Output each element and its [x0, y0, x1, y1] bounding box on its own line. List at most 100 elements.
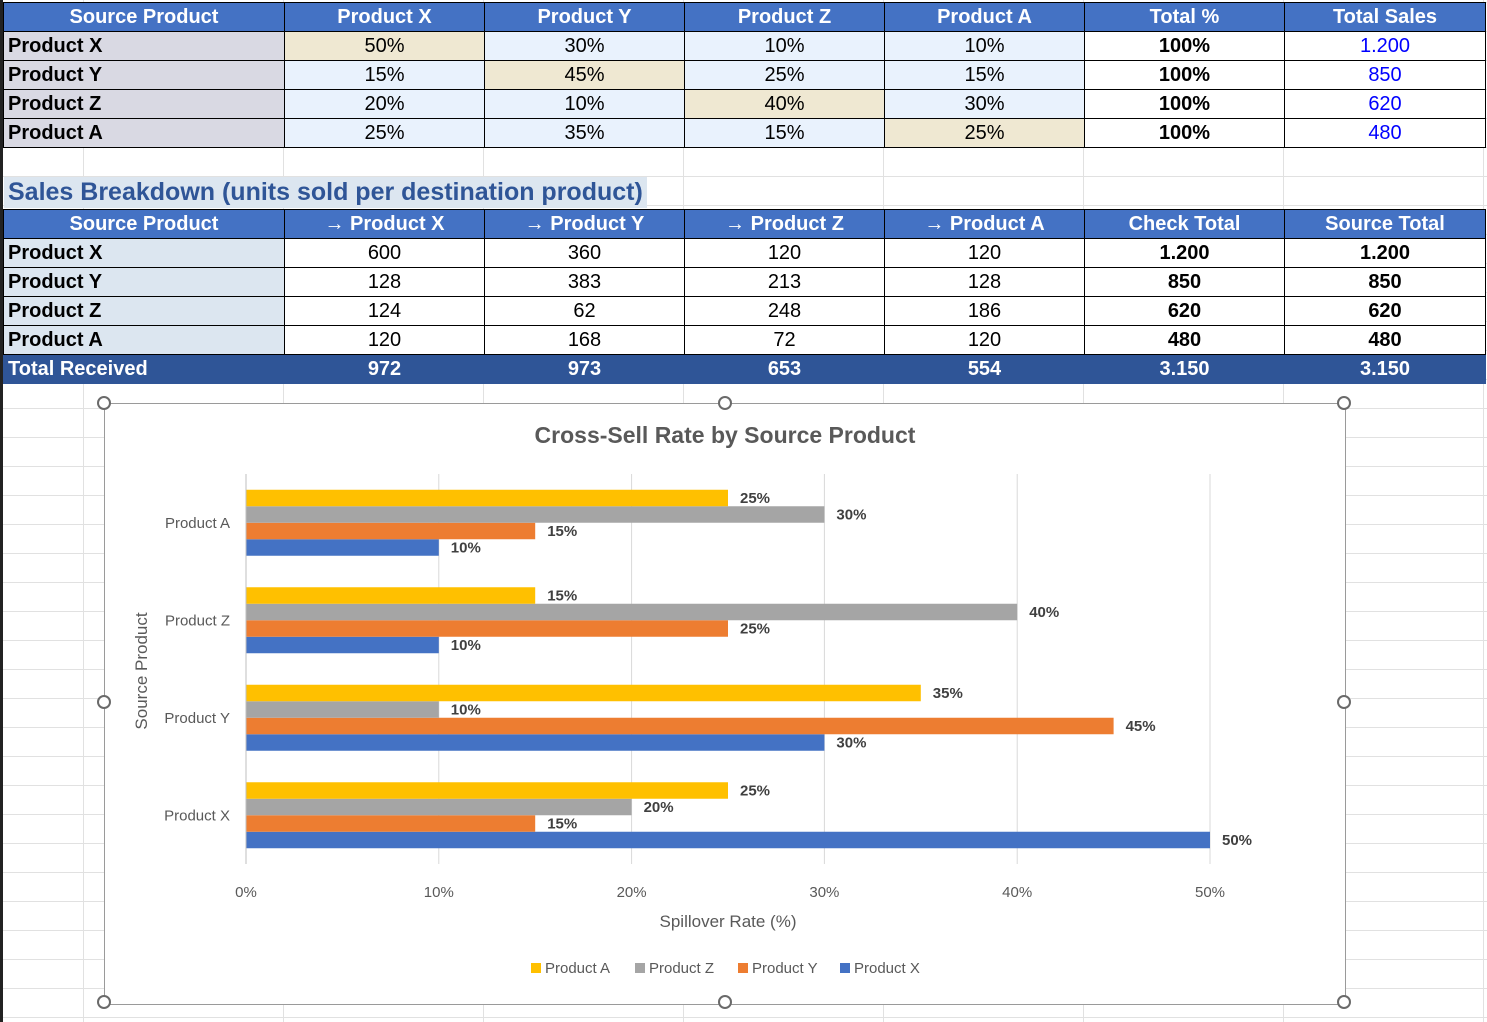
data-label: 15% [547, 816, 577, 833]
header-cell[interactable]: Source Total [1284, 209, 1486, 239]
units-cell[interactable]: 120 [684, 238, 885, 268]
resize-handle-top-left[interactable] [97, 396, 111, 410]
source-total-cell[interactable]: 850 [1284, 267, 1486, 297]
rate-cell[interactable]: 40% [684, 89, 885, 119]
row-label-cell[interactable]: Product X [3, 31, 285, 61]
check-total-cell[interactable]: 1.200 [1084, 238, 1285, 268]
row-label-cell[interactable]: Product Y [3, 60, 285, 90]
rate-cell[interactable]: 15% [284, 60, 485, 90]
source-total-cell[interactable]: 1.200 [1284, 238, 1486, 268]
units-cell[interactable]: 120 [284, 325, 485, 355]
rate-cell[interactable]: 10% [484, 89, 685, 119]
header-cell[interactable]: Total % [1084, 2, 1285, 32]
grand-source-total-cell[interactable]: 3.150 [1284, 354, 1486, 384]
header-cell[interactable]: → Product X [284, 209, 485, 239]
units-cell[interactable]: 120 [884, 238, 1085, 268]
rate-cell[interactable]: 30% [484, 31, 685, 61]
resize-handle-bottom[interactable] [718, 995, 732, 1009]
table-row: Product Z 124 62 248 186 620 620 [3, 296, 1486, 326]
units-cell[interactable]: 128 [884, 267, 1085, 297]
source-total-cell[interactable]: 620 [1284, 296, 1486, 326]
check-total-cell[interactable]: 620 [1084, 296, 1285, 326]
source-total-cell[interactable]: 480 [1284, 325, 1486, 355]
total-received-cell[interactable]: 972 [284, 354, 485, 384]
data-label: 30% [836, 507, 866, 524]
header-cell[interactable]: → Product A [884, 209, 1085, 239]
rate-cell[interactable]: 25% [684, 60, 885, 90]
total-received-cell[interactable]: 554 [884, 354, 1085, 384]
resize-handle-top-right[interactable] [1337, 396, 1351, 410]
units-cell[interactable]: 383 [484, 267, 685, 297]
units-cell[interactable]: 186 [884, 296, 1085, 326]
header-cell[interactable]: Product A [884, 2, 1085, 32]
legend-swatch [531, 963, 541, 973]
total-sales-cell[interactable]: 850 [1284, 60, 1486, 90]
units-cell[interactable]: 248 [684, 296, 885, 326]
total-received-cell[interactable]: 973 [484, 354, 685, 384]
units-cell[interactable]: 124 [284, 296, 485, 326]
row-label-cell[interactable]: Product A [3, 118, 285, 148]
header-cell[interactable]: Source Product [3, 209, 285, 239]
units-cell[interactable]: 128 [284, 267, 485, 297]
row-label-cell[interactable]: Product Z [3, 89, 285, 119]
total-received-cell[interactable]: 653 [684, 354, 885, 384]
units-cell[interactable]: 120 [884, 325, 1085, 355]
rate-cell[interactable]: 25% [884, 118, 1085, 148]
data-label: 25% [740, 783, 770, 800]
header-cell[interactable]: Source Product [3, 2, 285, 32]
header-cell[interactable]: Check Total [1084, 209, 1285, 239]
rate-cell[interactable]: 15% [884, 60, 1085, 90]
rate-cell[interactable]: 10% [884, 31, 1085, 61]
header-cell[interactable]: → Product Z [684, 209, 885, 239]
total-pct-cell[interactable]: 100% [1084, 60, 1285, 90]
rate-cell[interactable]: 20% [284, 89, 485, 119]
rate-cell[interactable]: 30% [884, 89, 1085, 119]
row-label-cell[interactable]: Product Z [3, 296, 285, 326]
total-pct-cell[interactable]: 100% [1084, 31, 1285, 61]
rate-cell[interactable]: 45% [484, 60, 685, 90]
data-label: 35% [933, 685, 963, 702]
units-cell[interactable]: 360 [484, 238, 685, 268]
resize-handle-top[interactable] [718, 396, 732, 410]
resize-handle-left[interactable] [97, 695, 111, 709]
header-cell[interactable]: Product X [284, 2, 485, 32]
rate-cell[interactable]: 25% [284, 118, 485, 148]
total-received-label[interactable]: Total Received [3, 354, 285, 384]
bar-chart[interactable]: 0% 10% 20% 30% 40% 50% Cross-Sell Rate by Sour… [105, 404, 1345, 1004]
units-cell[interactable]: 213 [684, 267, 885, 297]
units-cell[interactable]: 72 [684, 325, 885, 355]
row-label-cell[interactable]: Product X [3, 238, 285, 268]
section-title[interactable]: Sales Breakdown (units sold per destinat… [4, 177, 647, 208]
row-label-cell[interactable]: Product A [3, 325, 285, 355]
total-sales-cell[interactable]: 480 [1284, 118, 1486, 148]
resize-handle-bottom-right[interactable] [1337, 995, 1351, 1009]
legend-swatch [738, 963, 748, 973]
check-total-cell[interactable]: 850 [1084, 267, 1285, 297]
y-category-label: Product Y [164, 710, 230, 727]
units-cell[interactable]: 600 [284, 238, 485, 268]
y-category-label: Product Z [165, 612, 230, 629]
check-total-cell[interactable]: 480 [1084, 325, 1285, 355]
chart-object[interactable]: 0% 10% 20% 30% 40% 50% Cross-Sell Rate by Sour… [104, 403, 1346, 1005]
row-label-cell[interactable]: Product Y [3, 267, 285, 297]
header-cell[interactable]: → Product Y [484, 209, 685, 239]
rate-cell[interactable]: 50% [284, 31, 485, 61]
header-cell[interactable]: Product Y [484, 2, 685, 32]
resize-handle-right[interactable] [1337, 695, 1351, 709]
data-label: 15% [547, 523, 577, 540]
total-pct-cell[interactable]: 100% [1084, 89, 1285, 119]
total-pct-cell[interactable]: 100% [1084, 118, 1285, 148]
x-tick-label: 20% [617, 884, 647, 901]
rate-cell[interactable]: 15% [684, 118, 885, 148]
header-cell[interactable]: Total Sales [1284, 2, 1486, 32]
grand-check-total-cell[interactable]: 3.150 [1084, 354, 1285, 384]
units-cell[interactable]: 62 [484, 296, 685, 326]
rate-cell[interactable]: 10% [684, 31, 885, 61]
header-cell[interactable]: Product Z [684, 2, 885, 32]
rate-cell[interactable]: 35% [484, 118, 685, 148]
total-sales-cell[interactable]: 1.200 [1284, 31, 1486, 61]
resize-handle-bottom-left[interactable] [97, 995, 111, 1009]
total-received-row: Total Received 972 973 653 554 3.150 3.1… [3, 354, 1486, 384]
total-sales-cell[interactable]: 620 [1284, 89, 1486, 119]
units-cell[interactable]: 168 [484, 325, 685, 355]
